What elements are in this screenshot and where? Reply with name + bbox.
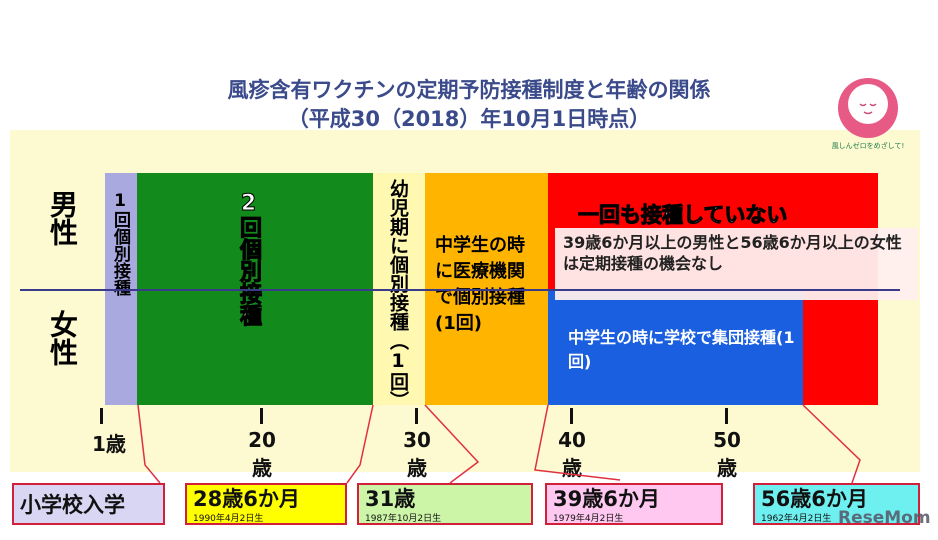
- watermark: ReseMom: [838, 508, 931, 528]
- segment-infant-label: 幼児期に個別接種（1回）: [387, 179, 409, 410]
- tick-unit-20: 歳: [252, 456, 272, 480]
- svg-text:風しんゼロをめざして!: 風しんゼロをめざして!: [832, 141, 905, 150]
- label-female: 女性: [46, 310, 79, 366]
- gender-divider: [20, 289, 900, 291]
- tick-40: [570, 408, 573, 424]
- connector-4: [534, 404, 621, 481]
- milestone-39: 39歳6か月 1979年4月2日生: [545, 483, 723, 525]
- connector-1: [137, 404, 161, 484]
- tick-label-1: 1: [92, 432, 106, 456]
- note-box: 39歳6か月以上の男性と56歳6か月以上の女性は定期接種の機会なし: [555, 228, 918, 300]
- segment-junior-clinic-label: 中学生の時に医療機関で個別接種(1回): [435, 235, 525, 334]
- segment-junior-school-label: 中学生の時に学校で集団接種(1回): [568, 328, 795, 371]
- milestone-label: 39歳6か月: [553, 487, 660, 511]
- title-line2: （平成30（2018）年10月1日時点）: [287, 107, 651, 131]
- tick-label-50: 50: [713, 428, 741, 452]
- milestone-28: 28歳6か月 1990年4月2日生: [185, 483, 347, 525]
- tick-unit-1: 歳: [105, 432, 126, 456]
- label-male: 男性: [46, 190, 79, 246]
- title-line1: 風疹含有ワクチンの定期予防接種制度と年齢の関係: [227, 78, 711, 102]
- tick-unit-50: 歳: [717, 456, 737, 480]
- milestone-birth: 1990年4月2日生: [193, 514, 264, 524]
- milestone-label: 28歳6か月: [193, 487, 300, 511]
- milestone-school-entry: 小学校入学: [12, 483, 165, 525]
- tick-30: [415, 408, 418, 424]
- connector-3: [424, 404, 480, 484]
- segment-one-dose-label: 1回個別接種: [110, 191, 130, 296]
- tick-50: [725, 408, 728, 424]
- segment-two-dose-label: 2回個別接種: [236, 191, 262, 327]
- milestone-label: 小学校入学: [20, 493, 125, 517]
- tick-label-40: 40: [558, 428, 586, 452]
- tick-unit-30: 歳: [407, 456, 427, 480]
- milestone-birth: 1962年4月2日生: [761, 514, 832, 524]
- segment-junior-school: 中学生の時に学校で集団接種(1回): [548, 290, 803, 405]
- milestone-56: 56歳6か月 1962年4月2日生: [753, 483, 920, 525]
- tick-label-20: 20: [248, 428, 276, 452]
- tick-1: [100, 408, 103, 424]
- segment-never-label: 一回も接種していない: [578, 203, 788, 228]
- logo: 風しんゼロをめざして!: [822, 72, 914, 152]
- tick-label-30: 30: [403, 428, 431, 452]
- milestone-label: 56歳6か月: [761, 487, 868, 511]
- milestone-birth: 1979年4月2日生: [553, 514, 624, 524]
- connector-lines: [137, 404, 861, 484]
- connector-5: [802, 404, 861, 484]
- milestone-birth: 1987年10月2日生: [365, 514, 442, 524]
- milestone-label: 31歳: [365, 487, 416, 511]
- connector-2: [346, 404, 374, 484]
- milestone-31: 31歳 1987年10月2日生: [357, 483, 533, 525]
- tick-20: [260, 408, 263, 424]
